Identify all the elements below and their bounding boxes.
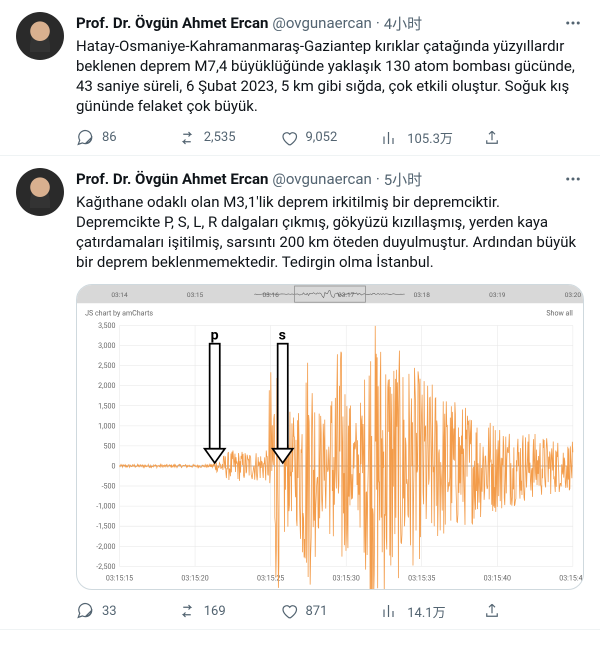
- share-button[interactable]: [483, 602, 501, 620]
- timestamp[interactable]: 5小时: [384, 169, 422, 190]
- seismogram-svg: 03:14 03:15 03:16 03:17 03:18 03:19 03:20 JS ch…: [77, 285, 583, 589]
- tweet-body: Prof. Dr. Övgün Ahmet Ercan @ovgunaercan…: [76, 12, 584, 147]
- retweet-count: 2,535: [204, 130, 236, 145]
- heart-icon: [280, 602, 298, 620]
- heart-icon: [280, 129, 298, 147]
- tweet-text: Kağıthane odaklı olan M3,1'lik deprem ir…: [76, 192, 584, 272]
- more-icon[interactable]: [562, 12, 584, 34]
- tweet-header: Prof. Dr. Övgün Ahmet Ercan @ovgunaercan…: [76, 12, 584, 34]
- svg-text:03:15:35: 03:15:35: [408, 573, 435, 582]
- svg-text:-500: -500: [102, 482, 116, 491]
- svg-text:03:15:25: 03:15:25: [257, 573, 284, 582]
- seismogram-chart: 03:14 03:15 03:16 03:17 03:18 03:19 03:20 JS ch…: [76, 284, 584, 590]
- svg-text:03:15:20: 03:15:20: [181, 573, 208, 582]
- display-name[interactable]: Prof. Dr. Övgün Ahmet Ercan: [76, 170, 268, 188]
- svg-text:03:16: 03:16: [262, 291, 279, 299]
- views-count: 14.1万: [407, 602, 445, 621]
- handle[interactable]: @ovgunaercan: [272, 14, 371, 32]
- views-button[interactable]: 14.1万: [381, 602, 483, 621]
- reply-icon: [76, 602, 94, 620]
- more-icon[interactable]: [562, 168, 584, 190]
- retweet-button[interactable]: 169: [178, 602, 280, 620]
- tweet: Prof. Dr. Övgün Ahmet Ercan @ovgunaercan…: [0, 0, 600, 156]
- dot-separator: ·: [376, 170, 380, 188]
- views-count: 105.3万: [407, 128, 453, 147]
- timestamp[interactable]: 4小时: [384, 13, 422, 34]
- svg-text:500: 500: [104, 441, 116, 450]
- tweet-header: Prof. Dr. Övgün Ahmet Ercan @ovgunaercan…: [76, 168, 584, 190]
- svg-text:0: 0: [111, 462, 115, 471]
- retweet-button[interactable]: 2,535: [178, 129, 280, 147]
- like-count: 871: [306, 604, 328, 619]
- svg-text:1,000: 1,000: [98, 421, 115, 430]
- svg-text:03:20: 03:20: [565, 291, 582, 299]
- svg-text:03:18: 03:18: [414, 291, 431, 299]
- tweet-actions: 86 2,535 9,052 105.3万: [76, 128, 501, 147]
- like-button[interactable]: 871: [280, 602, 382, 620]
- svg-text:Show all: Show all: [546, 308, 573, 317]
- svg-text:03:14: 03:14: [111, 291, 128, 299]
- handle[interactable]: @ovgunaercan: [272, 170, 371, 188]
- retweet-count: 169: [204, 604, 226, 619]
- avatar[interactable]: [16, 12, 64, 60]
- like-button[interactable]: 9,052: [280, 129, 382, 147]
- avatar[interactable]: [16, 168, 64, 216]
- display-name[interactable]: Prof. Dr. Övgün Ahmet Ercan: [76, 14, 268, 32]
- svg-text:3,500: 3,500: [98, 321, 115, 330]
- views-icon: [381, 602, 399, 620]
- retweet-icon: [178, 129, 196, 147]
- svg-text:03:15:15: 03:15:15: [106, 573, 133, 582]
- svg-text:03:15:40: 03:15:40: [484, 573, 511, 582]
- svg-text:s: s: [279, 328, 286, 344]
- svg-text:-1,500: -1,500: [96, 522, 115, 531]
- svg-text:1,500: 1,500: [98, 401, 115, 410]
- svg-text:JS chart by amCharts: JS chart by amCharts: [85, 308, 153, 317]
- reply-icon: [76, 129, 94, 147]
- dot-separator: ·: [376, 14, 380, 32]
- like-count: 9,052: [306, 130, 338, 145]
- svg-text:-2,000: -2,000: [96, 542, 115, 551]
- svg-text:03:15:45: 03:15:45: [559, 573, 583, 582]
- tweet-body: Prof. Dr. Övgün Ahmet Ercan @ovgunaercan…: [76, 168, 584, 621]
- svg-text:03:15: 03:15: [187, 291, 204, 299]
- svg-text:2,500: 2,500: [98, 361, 115, 370]
- tweet-actions: 33 169 871 14.1万: [76, 602, 501, 621]
- views-button[interactable]: 105.3万: [381, 128, 483, 147]
- views-icon: [381, 129, 399, 147]
- share-button[interactable]: [483, 129, 501, 147]
- svg-text:03:19: 03:19: [489, 291, 506, 299]
- reply-count: 86: [102, 130, 117, 145]
- share-icon: [483, 602, 501, 620]
- svg-text:3,000: 3,000: [98, 341, 115, 350]
- reply-button[interactable]: 86: [76, 129, 178, 147]
- tweet-text: Hatay-Osmaniye-Kahramanmaraş-Gaziantep k…: [76, 36, 584, 116]
- retweet-icon: [178, 602, 196, 620]
- svg-text:-1,000: -1,000: [96, 502, 115, 511]
- svg-text:03:17: 03:17: [338, 291, 355, 299]
- svg-text:p: p: [211, 328, 219, 344]
- svg-text:03:15:30: 03:15:30: [333, 573, 360, 582]
- share-icon: [483, 129, 501, 147]
- reply-button[interactable]: 33: [76, 602, 178, 620]
- reply-count: 33: [102, 604, 117, 619]
- svg-text:-2,500: -2,500: [96, 562, 115, 571]
- tweet: Prof. Dr. Övgün Ahmet Ercan @ovgunaercan…: [0, 156, 600, 630]
- svg-text:2,000: 2,000: [98, 381, 115, 390]
